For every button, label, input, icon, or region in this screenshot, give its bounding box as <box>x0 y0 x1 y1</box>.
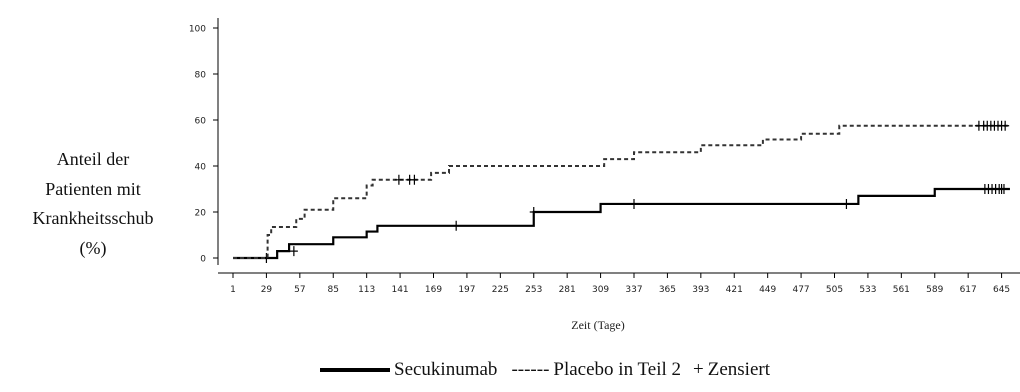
x-tick-label-29: 29 <box>261 285 273 295</box>
x-tick-label-393: 393 <box>692 285 709 295</box>
x-axis-label: Zeit (Tage) <box>571 318 625 332</box>
y-axis-label-line-4: (%) <box>79 237 107 258</box>
y-tick-label-60: 60 <box>195 117 207 127</box>
y-tick-label-80: 80 <box>195 71 207 81</box>
x-tick-label-645: 645 <box>993 285 1010 295</box>
legend-placebo-label: Placebo in Teil 2 <box>553 359 682 380</box>
y-axis-label: Anteil der Patienten mit Krankheitsschub… <box>0 145 186 263</box>
x-tick-label-169: 169 <box>425 285 442 295</box>
x-tick-label-365: 365 <box>659 285 676 295</box>
x-tick-label-113: 113 <box>358 285 375 295</box>
legend-censored-label: Zensiert <box>707 359 770 380</box>
x-tick-label-561: 561 <box>893 285 910 295</box>
x-tick-label-197: 197 <box>458 285 475 295</box>
censor-mark-secukinumab-12 <box>999 184 1008 194</box>
x-tick-label-337: 337 <box>625 285 642 295</box>
x-tick-label-449: 449 <box>759 285 776 295</box>
censor-mark-secukinumab-4 <box>630 198 638 209</box>
censor-mark-secukinumab-1 <box>289 246 298 257</box>
legend-secukinumab-label: Secukinumab <box>394 359 498 380</box>
x-tick-label-253: 253 <box>525 285 542 295</box>
y-tick-label-0: 0 <box>200 255 206 265</box>
x-tick-label-85: 85 <box>328 285 339 295</box>
x-tick-label-281: 281 <box>559 285 576 295</box>
x-tick-label-225: 225 <box>492 285 509 295</box>
x-tick-label-57: 57 <box>294 285 305 295</box>
legend-dash-swatch: ------ <box>511 359 550 380</box>
y-tick-label-100: 100 <box>189 25 206 35</box>
legend: Secukinumab ------ Placebo in Teil 2 + Z… <box>320 357 770 383</box>
censor-mark-secukinumab-2 <box>452 220 461 231</box>
y-axis-label-line-1: Anteil der <box>56 149 130 169</box>
x-tick-label-421: 421 <box>726 285 743 295</box>
censor-mark-secukinumab-5 <box>842 198 851 209</box>
censor-mark-placebo-2 <box>410 174 419 185</box>
x-tick-label-505: 505 <box>826 285 843 295</box>
legend-censored-marker: + <box>693 359 704 380</box>
y-axis-label-line-3: Krankheitsschub <box>32 208 154 228</box>
x-tick-label-141: 141 <box>391 285 408 295</box>
series-line-placebo <box>233 124 1010 259</box>
x-tick-label-477: 477 <box>792 285 809 295</box>
x-tick-label-1: 1 <box>230 285 236 295</box>
y-tick-label-20: 20 <box>195 209 207 219</box>
censor-mark-placebo-10 <box>1001 120 1010 131</box>
series-line-secukinumab <box>233 187 1010 260</box>
legend-solid-swatch <box>320 368 390 372</box>
x-tick-label-617: 617 <box>960 285 977 295</box>
censor-mark-secukinumab-3 <box>529 207 538 217</box>
censor-mark-placebo-0 <box>394 174 403 185</box>
y-axis-label-line-2: Patienten mit <box>45 178 141 199</box>
y-tick-label-40: 40 <box>195 163 207 173</box>
x-tick-label-589: 589 <box>926 285 943 295</box>
x-tick-label-533: 533 <box>859 285 876 295</box>
x-tick-label-309: 309 <box>592 285 609 295</box>
